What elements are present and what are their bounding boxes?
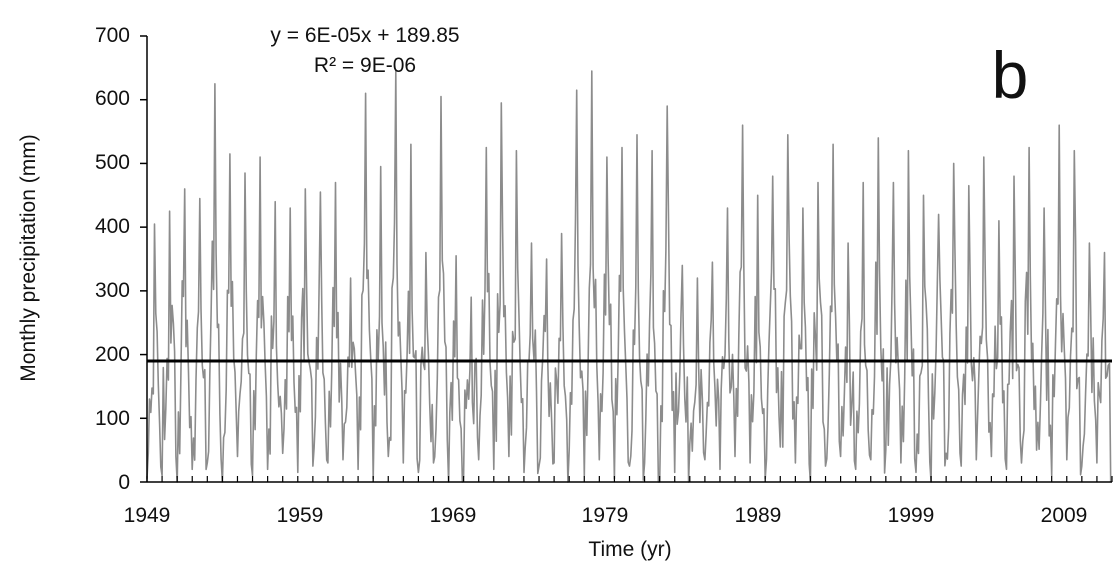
y-axis	[140, 35, 148, 483]
y-tick-label: 700	[95, 24, 130, 47]
x-axis	[146, 476, 1113, 483]
plot-layer	[146, 70, 1113, 483]
y-tick-label: 400	[95, 215, 130, 238]
x-tick-label: 1979	[582, 504, 629, 527]
x-tick-label: 1999	[888, 504, 935, 527]
r-squared-label: R² = 9E-06	[314, 54, 416, 77]
x-tick-labels: 1949 1959 1969 1979 1989 1999 2009	[124, 504, 1088, 527]
x-tick-label: 1949	[124, 504, 171, 527]
y-tick-label: 200	[95, 343, 130, 366]
monthly-precipitation-line	[146, 70, 1112, 483]
y-tick-label: 0	[118, 471, 130, 494]
y-tick-label: 600	[95, 87, 130, 110]
y-tick-labels: 0 100 200 300 400 500 600 700	[95, 24, 130, 494]
x-tick-label: 1969	[430, 504, 477, 527]
trend-equation: y = 6E-05x + 189.85	[270, 24, 459, 47]
x-tick-label: 1989	[735, 504, 782, 527]
y-axis-label: Monthly precipitation (mm)	[17, 134, 40, 381]
x-tick-label: 2009	[1041, 504, 1088, 527]
y-tick-label: 100	[95, 407, 130, 430]
y-tick-label: 300	[95, 279, 130, 302]
y-tick-label: 500	[95, 151, 130, 174]
x-axis-label: Time (yr)	[588, 538, 671, 561]
panel-label: b	[992, 38, 1029, 112]
x-tick-label: 1959	[277, 504, 324, 527]
